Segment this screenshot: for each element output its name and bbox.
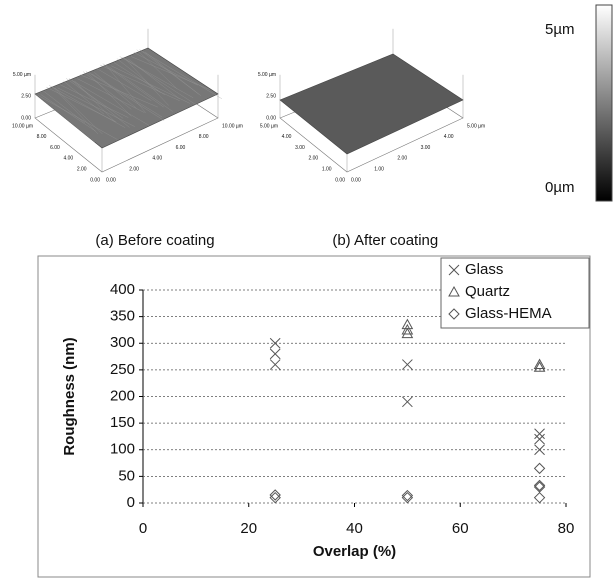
figure: 5µm 0µm 5.00 µm2.500.0010.00 µm8.006.004… — [0, 0, 613, 578]
afm-caption: (a) Before coating — [95, 232, 214, 249]
colorbar-min: 0µm — [545, 179, 574, 196]
x-tick-label: 20 — [240, 520, 257, 537]
y-tick-label: 300 — [110, 334, 135, 351]
marker-diamond — [535, 493, 545, 503]
afm-surface — [280, 54, 463, 154]
afm-x-label: 3.00 — [421, 145, 431, 151]
y-tick-label: 150 — [110, 414, 135, 431]
marker-triangle — [402, 329, 412, 338]
x-tick-label: 80 — [558, 520, 575, 537]
colorbar — [596, 5, 612, 201]
afm-y-label: 4.00 — [282, 134, 292, 140]
x-tick-label: 40 — [346, 520, 363, 537]
afm-x-label: 5.00 µm — [467, 123, 485, 129]
afm-y-label: 8.00 — [37, 134, 47, 140]
marker-diamond — [535, 463, 545, 473]
y-tick-label: 100 — [110, 441, 135, 458]
afm-x-label: 4.00 — [152, 156, 162, 162]
afm-y-label: 5.00 µm — [260, 123, 278, 129]
afm-z-label: 2.50 — [21, 94, 31, 100]
afm-y-label: 4.00 — [63, 156, 73, 162]
y-tick-label: 350 — [110, 308, 135, 325]
afm-z-label: 5.00 µm — [258, 72, 276, 78]
afm-y-label: 6.00 — [50, 145, 60, 151]
legend-label: Quartz — [465, 283, 510, 300]
afm-z-label: 2.50 — [266, 94, 276, 100]
y-tick-label: 200 — [110, 387, 135, 404]
afm-z-label: 0.00 — [266, 115, 276, 121]
afm-caption: (b) After coating — [332, 232, 438, 249]
colorbar-max: 5µm — [545, 21, 574, 38]
afm-x-label: 2.00 — [129, 167, 139, 173]
marker-triangle — [535, 360, 545, 369]
afm-y-label: 0.00 — [90, 177, 100, 183]
afm-z-label: 0.00 — [21, 115, 31, 121]
afm-x-label: 0.00 — [106, 177, 116, 183]
y-axis-title: Roughness (nm) — [61, 337, 78, 455]
afm-x-label: 1.00 — [374, 167, 384, 173]
afm-x-label: 8.00 — [199, 134, 209, 140]
legend-label: Glass — [465, 261, 503, 278]
marker-x — [402, 360, 412, 370]
marker-x — [270, 349, 280, 359]
marker-x — [402, 397, 412, 407]
afm-x-label: 0.00 — [351, 177, 361, 183]
y-tick-label: 400 — [110, 281, 135, 298]
x-tick-label: 60 — [452, 520, 469, 537]
afm-x-label: 10.00 µm — [222, 123, 243, 129]
afm-y-label: 3.00 — [295, 145, 305, 151]
y-tick-label: 50 — [118, 467, 135, 484]
afm-y-label: 0.00 — [335, 177, 345, 183]
marker-x — [535, 429, 545, 439]
afm-y-label: 10.00 µm — [12, 123, 33, 129]
y-tick-label: 0 — [127, 494, 135, 511]
afm-y-label: 1.00 — [322, 167, 332, 173]
afm-surface — [35, 48, 218, 148]
marker-x — [270, 360, 280, 370]
legend-label: Glass-HEMA — [465, 305, 552, 322]
x-tick-label: 0 — [139, 520, 147, 537]
marker-x — [535, 434, 545, 444]
afm-y-label: 2.00 — [77, 167, 87, 173]
afm-z-label: 5.00 µm — [13, 72, 31, 78]
afm-x-label: 6.00 — [176, 145, 186, 151]
x-axis-title: Overlap (%) — [313, 543, 396, 560]
afm-x-label: 4.00 — [444, 134, 454, 140]
y-tick-label: 250 — [110, 361, 135, 378]
afm-y-label: 2.00 — [308, 156, 318, 162]
afm-x-label: 2.00 — [397, 156, 407, 162]
